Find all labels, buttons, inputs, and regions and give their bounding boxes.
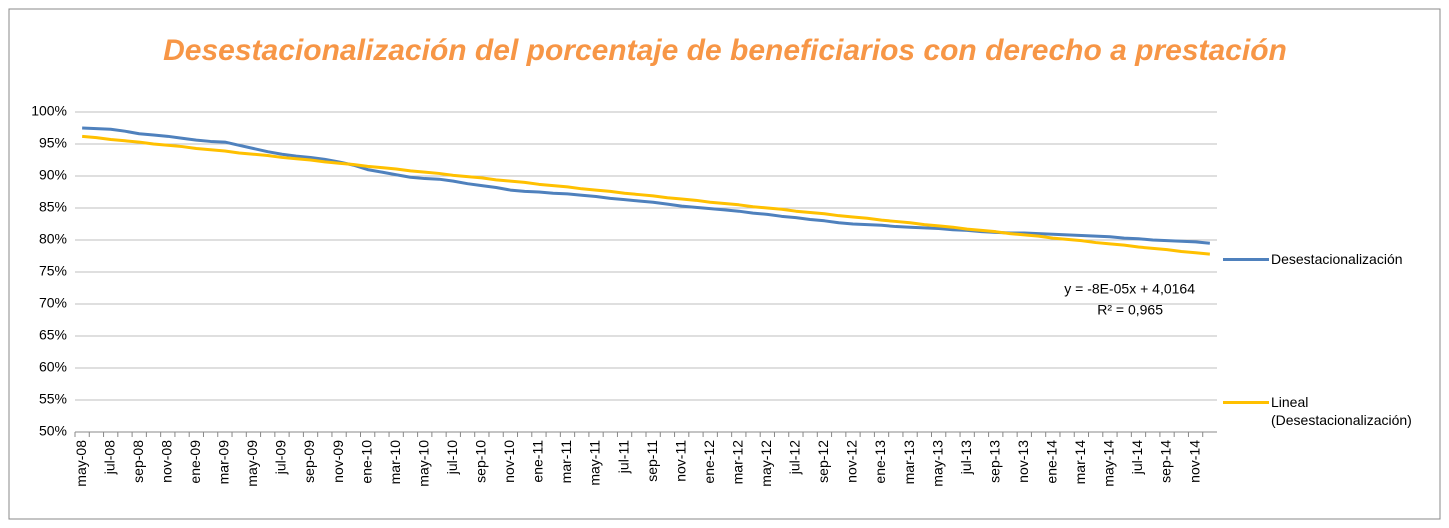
x-tick-label: ene-14 xyxy=(1044,440,1060,484)
trend-equation: y = -8E-05x + 4,0164 xyxy=(1064,281,1195,297)
x-tick-label: mar-09 xyxy=(216,440,232,485)
x-tick-label: mar-12 xyxy=(729,440,745,485)
x-tick-label: mar-11 xyxy=(558,440,574,484)
x-tick-label: jul-09 xyxy=(273,440,289,475)
legend-swatch xyxy=(1223,401,1269,404)
y-tick-label: 70% xyxy=(39,295,67,311)
series-line xyxy=(82,134,1210,256)
x-tick-label: sep-13 xyxy=(986,440,1002,483)
x-tick-label: jul-08 xyxy=(101,440,117,475)
x-tick-label: mar-10 xyxy=(387,440,403,485)
x-tick-label: mar-13 xyxy=(901,440,917,485)
x-tick-label: sep-14 xyxy=(1158,440,1174,483)
y-tick-label: 95% xyxy=(39,135,67,151)
x-tick-label: ene-13 xyxy=(872,440,888,484)
x-tick-label: ene-09 xyxy=(187,440,203,484)
x-tick-label: sep-09 xyxy=(301,440,317,483)
series-line xyxy=(82,126,1210,245)
x-tick-label: sep-10 xyxy=(473,440,489,483)
y-tick-label: 60% xyxy=(39,359,67,375)
x-tick-label: may-14 xyxy=(1101,440,1117,487)
y-tick-label: 65% xyxy=(39,327,67,343)
x-tick-label: jul-10 xyxy=(444,440,460,475)
trend-r2: R² = 0,965 xyxy=(1097,302,1163,318)
x-tick-label: jul-14 xyxy=(1129,440,1145,475)
x-tick-label: nov-08 xyxy=(158,440,174,483)
y-tick-label: 55% xyxy=(39,391,67,407)
x-tick-label: nov-12 xyxy=(844,440,860,483)
x-tick-label: mar-14 xyxy=(1072,440,1088,485)
y-tick-label: 100% xyxy=(31,103,67,119)
x-tick-label: jul-13 xyxy=(958,440,974,475)
x-tick-label: sep-08 xyxy=(130,440,146,483)
legend-swatch xyxy=(1223,258,1269,261)
y-tick-label: 50% xyxy=(39,423,67,439)
chart-title: Desestacionalización del porcentaje de b… xyxy=(163,34,1287,67)
x-tick-label: ene-10 xyxy=(358,440,374,484)
legend-label: Desestacionalización xyxy=(1271,251,1403,267)
x-tick-label: may-08 xyxy=(73,440,89,487)
x-tick-label: jul-12 xyxy=(787,440,803,475)
x-tick-label: may-09 xyxy=(244,440,260,487)
x-tick-label: nov-14 xyxy=(1186,440,1202,483)
x-tick-label: sep-11 xyxy=(644,440,660,482)
y-tick-label: 80% xyxy=(39,231,67,247)
x-tick-label: nov-09 xyxy=(330,440,346,483)
x-tick-label: nov-11 xyxy=(672,440,688,482)
x-tick-label: nov-13 xyxy=(1015,440,1031,483)
chart-border xyxy=(8,8,1441,520)
x-tick-label: sep-12 xyxy=(815,440,831,483)
y-tick-label: 75% xyxy=(39,263,67,279)
legend-item: Desestacionalización xyxy=(1223,250,1441,268)
y-tick-label: 85% xyxy=(39,199,67,215)
x-tick-label: nov-10 xyxy=(501,440,517,483)
x-tick-label: ene-11 xyxy=(530,440,546,483)
x-tick-label: may-13 xyxy=(929,440,945,487)
x-tick-label: jul-11 xyxy=(615,440,631,474)
x-tick-label: may-10 xyxy=(415,440,431,487)
x-tick-label: may-11 xyxy=(587,440,603,486)
legend-item: Lineal (Desestacionalización) xyxy=(1223,393,1421,429)
legend-label: Lineal (Desestacionalización) xyxy=(1271,394,1412,428)
x-tick-label: may-12 xyxy=(758,440,774,487)
x-tick-label: ene-12 xyxy=(701,440,717,484)
y-tick-label: 90% xyxy=(39,167,67,183)
